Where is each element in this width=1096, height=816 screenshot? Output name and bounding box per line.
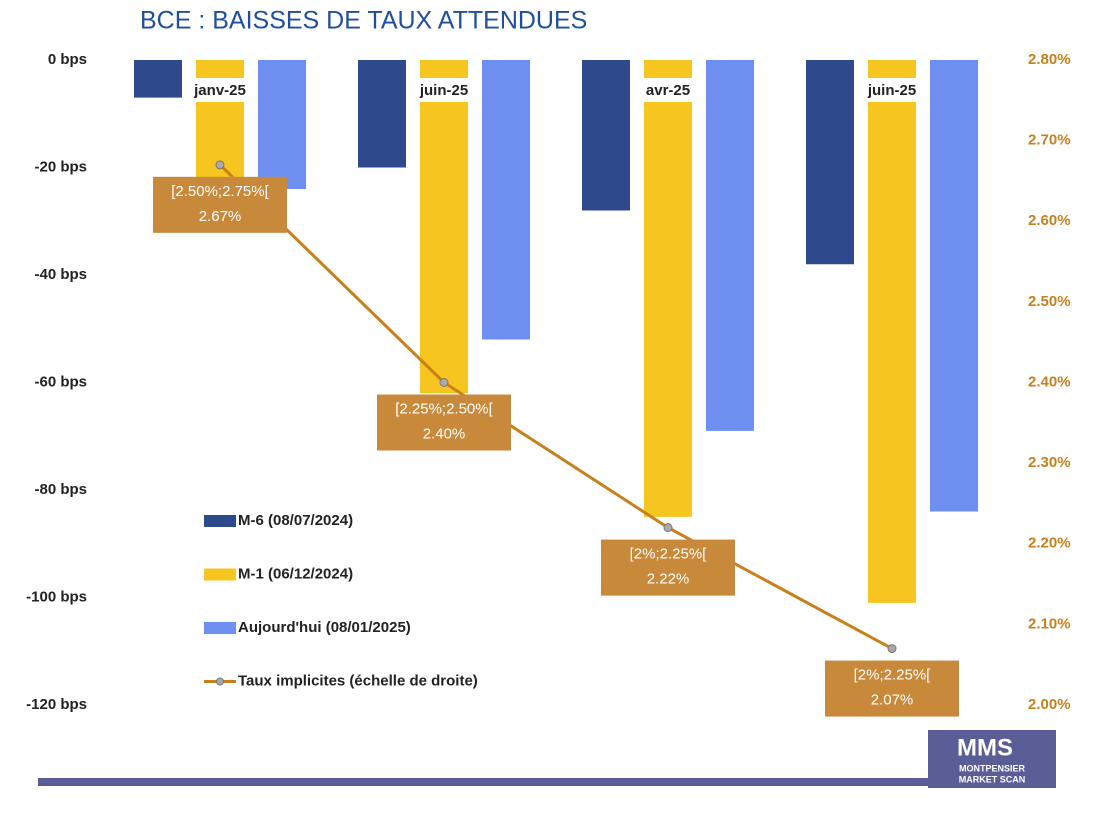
category-label: juin-25: [419, 82, 468, 99]
y2-tick-label: 2.00%: [1028, 696, 1071, 713]
y2-tick-label: 2.20%: [1028, 535, 1071, 552]
chart-title: BCE : BAISSES DE TAUX ATTENDUES: [140, 7, 587, 35]
bar: [706, 60, 754, 431]
bar: [644, 60, 692, 517]
y2-tick-label: 2.50%: [1028, 293, 1071, 310]
bar: [134, 60, 182, 98]
bar: [806, 60, 854, 265]
category-label: janv-25: [193, 82, 246, 99]
data-label-box: [601, 539, 735, 596]
data-label-box: [825, 660, 959, 717]
category-label-bg: [406, 78, 482, 102]
y-tick-label: -20 bps: [34, 158, 87, 175]
legend-label: Aujourd'hui (08/01/2025): [238, 619, 411, 636]
category-label-bg: [630, 78, 706, 102]
bar: [582, 60, 630, 211]
data-label-box: [377, 394, 511, 451]
y2-tick-label: 2.60%: [1028, 212, 1071, 229]
bar: [258, 60, 306, 189]
category-label-bg: [854, 78, 930, 102]
logo-title: MMS: [957, 734, 1013, 761]
category-label-bg: [182, 78, 258, 102]
category-label: juin-25: [867, 82, 916, 99]
y2-tick-label: 2.70%: [1028, 132, 1071, 149]
data-label-range: [2.50%;2.75%[: [171, 183, 269, 200]
line-point: [663, 523, 673, 533]
data-label: 2.67%: [199, 208, 242, 225]
legend-label: M-6 (08/07/2024): [238, 512, 353, 529]
logo-line: MARKET SCAN: [959, 774, 1026, 784]
y2-tick-label: 2.30%: [1028, 454, 1071, 471]
y-tick-label: -80 bps: [34, 481, 87, 498]
logo-line: MONTPENSIER: [959, 763, 1026, 773]
footer-bar: [38, 778, 928, 786]
y-tick-label: -100 bps: [26, 588, 87, 605]
logo-box: [928, 730, 1056, 788]
data-label: 2.40%: [423, 425, 466, 442]
y-tick-label: -60 bps: [34, 373, 87, 390]
data-label-range: [2.25%;2.50%[: [395, 400, 493, 417]
y2-tick-label: 2.80%: [1028, 51, 1071, 68]
bar: [868, 60, 916, 603]
y-tick-label: -40 bps: [34, 266, 87, 283]
category-label: avr-25: [646, 82, 690, 99]
y2-tick-label: 2.40%: [1028, 373, 1071, 390]
bar: [420, 60, 468, 394]
y2-tick-label: 2.10%: [1028, 615, 1071, 632]
legend-label: Taux implicites (échelle de droite): [238, 672, 478, 689]
bar: [482, 60, 530, 340]
data-label-range: [2%;2.25%[: [854, 667, 932, 684]
legend-label: M-1 (06/12/2024): [238, 565, 353, 582]
data-label-box: [153, 176, 287, 233]
legend-swatch: [204, 515, 236, 527]
logo: MMS MONTPENSIER MARKET SCAN: [928, 730, 1056, 788]
data-label-range: [2%;2.25%[: [630, 546, 708, 563]
legend-point: [216, 677, 224, 686]
legend-swatch: [204, 568, 236, 581]
data-label: 2.22%: [647, 571, 690, 588]
line-point: [215, 160, 225, 170]
y-tick-label: -120 bps: [26, 696, 87, 713]
line: [218, 163, 893, 650]
data-label: 2.07%: [871, 692, 914, 709]
line-point: [439, 378, 449, 387]
line-point: [887, 644, 897, 654]
bar: [358, 60, 406, 168]
legend-swatch: [204, 622, 236, 634]
bar: [930, 60, 978, 512]
y-tick-label: 0 bps: [48, 51, 87, 68]
